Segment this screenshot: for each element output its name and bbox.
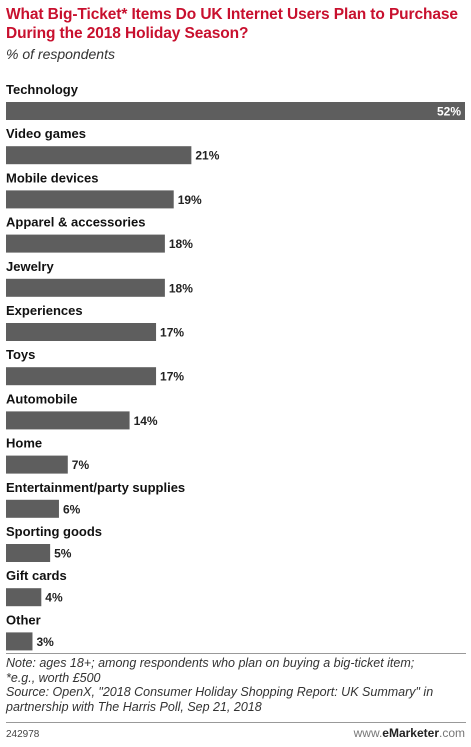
note-line-2: *e.g., worth £500 bbox=[6, 670, 101, 685]
brand-logo[interactable]: www.eMarketer.com bbox=[354, 726, 465, 740]
value-label: 52% bbox=[437, 105, 461, 119]
value-label: 7% bbox=[72, 458, 90, 472]
footer-divider bbox=[6, 653, 466, 654]
category-label: Toys bbox=[6, 347, 35, 362]
bar bbox=[6, 146, 192, 165]
category-label: Apparel & accessories bbox=[6, 215, 145, 230]
bar bbox=[6, 411, 130, 430]
chart-subtitle: % of respondents bbox=[6, 46, 115, 62]
value-label: 18% bbox=[169, 237, 193, 251]
category-label: Experiences bbox=[6, 303, 83, 318]
category-label: Gift cards bbox=[6, 568, 67, 583]
value-label: 5% bbox=[54, 547, 72, 561]
chart-id: 242978 bbox=[6, 729, 40, 740]
note-line-1: Note: ages 18+; among respondents who pl… bbox=[6, 656, 415, 670]
bar bbox=[6, 588, 42, 607]
bar bbox=[6, 234, 165, 253]
bar bbox=[6, 632, 33, 651]
bar bbox=[6, 102, 465, 120]
chart-note: Note: ages 18+; among respondents who pl… bbox=[6, 656, 468, 714]
category-label: Automobile bbox=[6, 391, 78, 406]
brand-name: eMarketer bbox=[382, 726, 439, 740]
value-label: 4% bbox=[45, 591, 63, 605]
bar bbox=[6, 544, 51, 562]
value-label: 17% bbox=[160, 326, 184, 340]
bar bbox=[6, 455, 68, 474]
value-label: 14% bbox=[134, 414, 158, 428]
source-line-1: Source: OpenX, "2018 Consumer Holiday Sh… bbox=[6, 685, 434, 699]
value-label: 3% bbox=[36, 635, 54, 649]
value-label: 19% bbox=[178, 193, 202, 207]
bar bbox=[6, 278, 165, 297]
chart-title: What Big-Ticket* Items Do UK Internet Us… bbox=[6, 6, 458, 42]
brand-host: www. bbox=[353, 726, 383, 740]
value-label: 21% bbox=[195, 149, 219, 163]
bar-chart: Technology 52% Video games 21% Mobile device… bbox=[6, 82, 465, 651]
category-label: Mobile devices bbox=[6, 170, 98, 185]
bar bbox=[6, 323, 157, 341]
bar bbox=[6, 190, 174, 209]
brand-tld: .com bbox=[438, 726, 465, 740]
category-label: Video games bbox=[6, 126, 86, 141]
source-line-2: partnership with The Harris Poll, Sep 21… bbox=[6, 699, 262, 714]
value-label: 6% bbox=[63, 502, 81, 516]
category-label: Home bbox=[6, 436, 42, 451]
value-label: 18% bbox=[169, 281, 193, 295]
bar bbox=[6, 499, 59, 518]
bottom-divider bbox=[6, 722, 466, 723]
category-label: Other bbox=[6, 612, 41, 627]
bar bbox=[6, 367, 157, 386]
value-label: 17% bbox=[160, 370, 184, 384]
category-label: Technology bbox=[6, 82, 79, 97]
category-label: Sporting goods bbox=[6, 524, 102, 539]
category-label: Entertainment/party supplies bbox=[6, 480, 185, 495]
category-label: Jewelry bbox=[6, 259, 54, 274]
